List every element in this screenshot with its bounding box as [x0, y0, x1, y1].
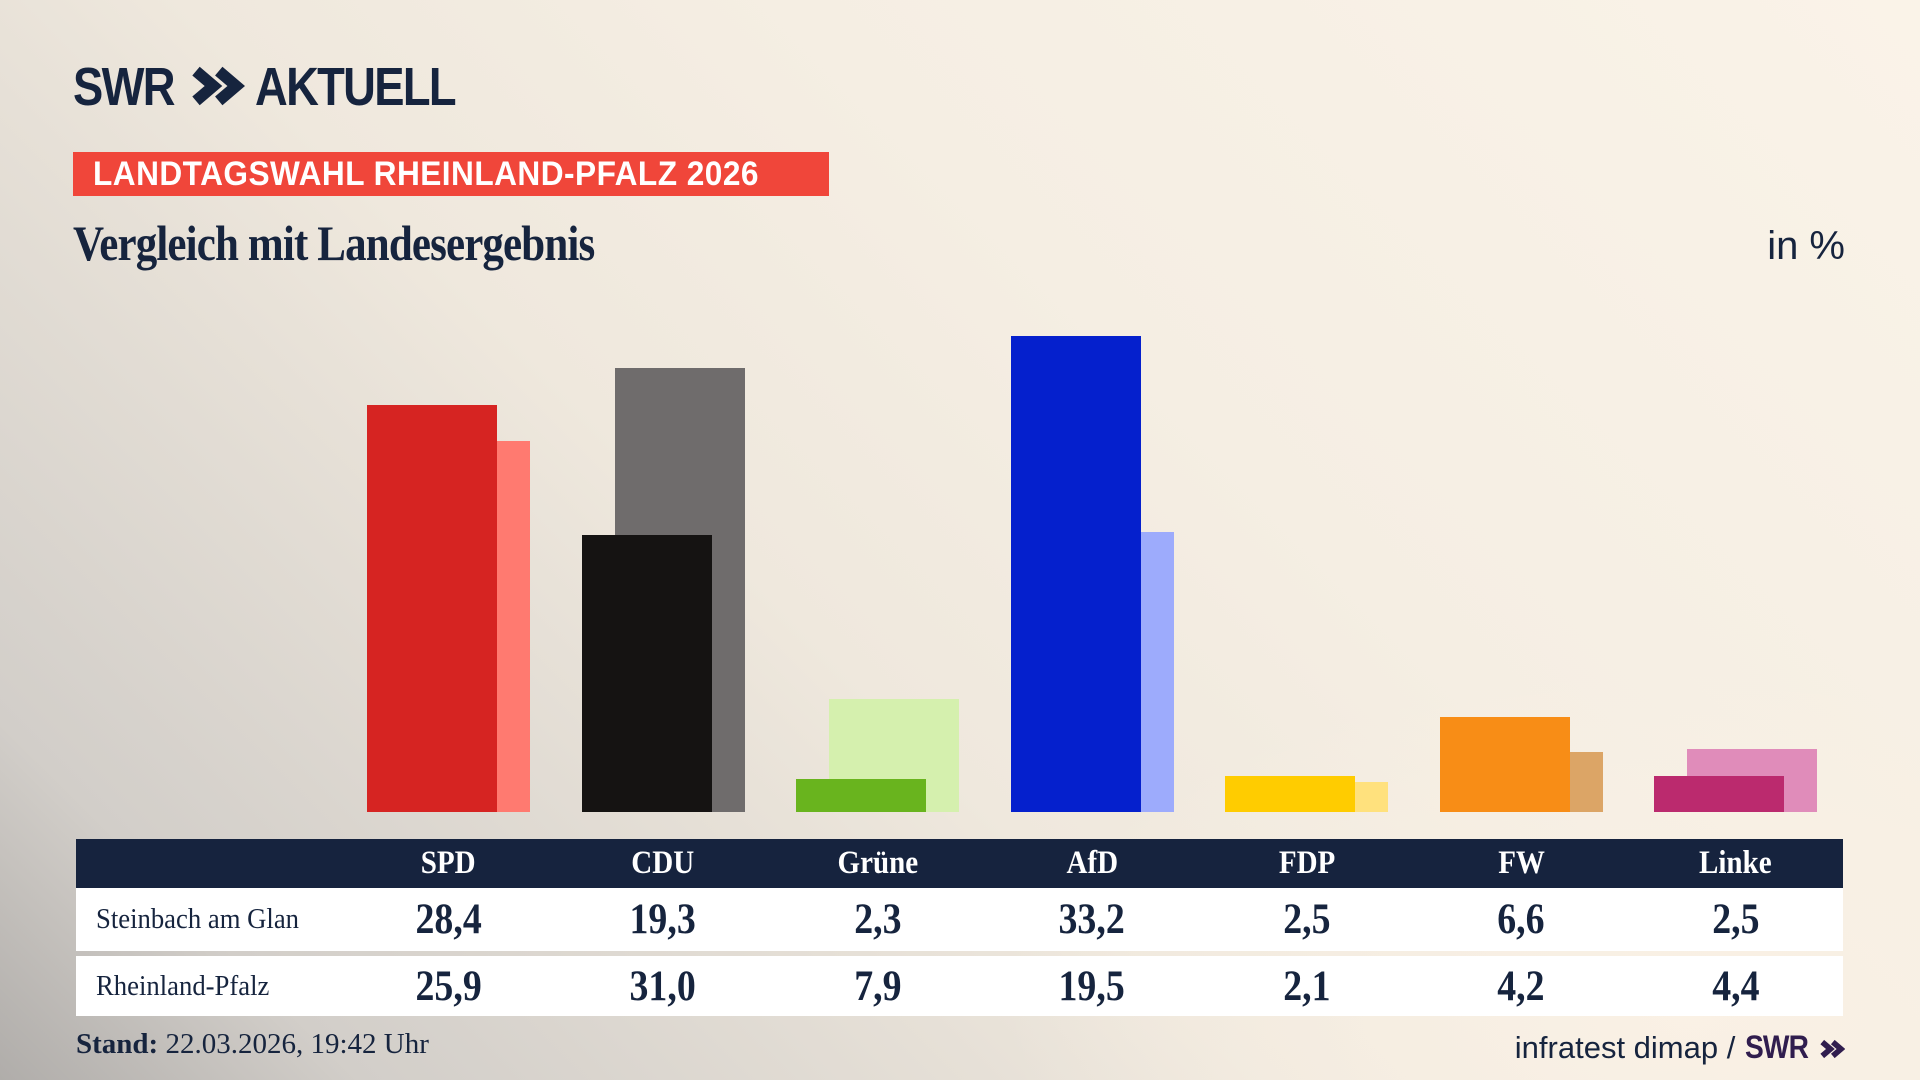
bar-steinbach-am-glan-cdu: [581, 535, 712, 812]
value-steinbach-am-glan-fdp: 2,5: [1199, 888, 1414, 951]
bar-steinbach-am-glan-fw: [1439, 717, 1570, 812]
election-banner: LANDTAGSWAHL RHEINLAND-PFALZ 2026: [73, 152, 830, 196]
table-header-label: CDU: [631, 845, 695, 881]
value-steinbach-am-glan-gruene: 2,3: [770, 888, 985, 951]
bar-steinbach-am-glan-linke: [1654, 776, 1785, 812]
chart-column-fw: [1414, 280, 1629, 812]
logo-aktuell-text: AKTUELL: [254, 57, 457, 117]
value-rheinland-pfalz-fdp: 2,1: [1199, 956, 1414, 1016]
timestamp-label: Stand:: [76, 1028, 159, 1060]
value-label: 4,4: [1712, 962, 1760, 1010]
table-header-cdu: CDU: [556, 839, 771, 888]
value-label: 7,9: [853, 962, 902, 1010]
chart-column-linke: [1628, 280, 1843, 812]
value-label: 31,0: [629, 962, 696, 1010]
value-steinbach-am-glan-cdu: 19,3: [556, 888, 771, 951]
value-label: 2,1: [1282, 962, 1331, 1010]
bar-steinbach-am-glan-afd: [1010, 335, 1141, 812]
value-steinbach-am-glan-linke: 2,5: [1628, 888, 1843, 951]
value-label: 2,5: [1282, 896, 1331, 943]
table-header-label: FDP: [1278, 845, 1335, 881]
value-steinbach-am-glan-afd: 33,2: [985, 888, 1200, 951]
logo-swr-text: SWR: [73, 57, 175, 117]
row-label-cell: Rheinland-Pfalz: [76, 956, 341, 1016]
value-steinbach-am-glan-fw: 6,6: [1414, 888, 1629, 951]
table-header-fw: FW: [1414, 839, 1629, 888]
table-header-fdp: FDP: [1199, 839, 1414, 888]
bar-steinbach-am-glan-spd: [367, 404, 497, 812]
chart-column-afd: [985, 280, 1200, 812]
value-label: 33,2: [1058, 896, 1126, 943]
table-header-label: FW: [1497, 845, 1545, 881]
timestamp-value: 22.03.2026, 19:42 Uhr: [165, 1028, 429, 1060]
unit-label: in %: [1767, 224, 1845, 268]
page-title: Vergleich mit Landesergebnis: [73, 215, 595, 271]
row-label-rheinland-pfalz: Rheinland-Pfalz: [96, 969, 270, 1002]
bar-steinbach-am-glan-gruene: [796, 779, 927, 812]
value-steinbach-am-glan-spd: 28,4: [341, 888, 556, 951]
source-swr-text: SWR: [1745, 1029, 1809, 1065]
value-label: 2,3: [853, 896, 902, 943]
table-header-label: AfD: [1066, 845, 1118, 881]
table-header-row: SPD CDU Grüne AfD FDP FW Linke: [76, 839, 1843, 888]
chart-column-gruene: [770, 280, 985, 812]
chart-column-spd: [341, 280, 556, 812]
table-header-afd: AfD: [985, 839, 1200, 888]
table-header-spacer: [76, 839, 341, 888]
table-header-gruene: Grüne: [770, 839, 985, 888]
table-row-rheinland-pfalz: Rheinland-Pfalz 25,9 31,0 7,9 19,5 2,1 4,2 4,4: [76, 956, 1843, 1016]
table-header-label: SPD: [420, 845, 476, 881]
swr-aktuell-logo: SWR AKTUELL: [73, 60, 493, 114]
table-header-label: Linke: [1699, 845, 1773, 881]
chart-column-cdu: [556, 280, 771, 812]
value-rheinland-pfalz-cdu: 31,0: [556, 956, 771, 1016]
value-rheinland-pfalz-afd: 19,5: [985, 956, 1200, 1016]
row-label-steinbach: Steinbach am Glan: [96, 903, 300, 935]
chart-columns: [341, 280, 1843, 812]
value-label: 19,3: [629, 896, 696, 943]
source-attribution: infratest dimap / SWR: [1514, 1028, 1846, 1067]
value-label: 4,2: [1497, 962, 1545, 1010]
value-label: 2,5: [1712, 896, 1760, 943]
source-swr-chevrons-icon: [1819, 1031, 1846, 1067]
bar-chart: [76, 280, 1843, 812]
value-label: 25,9: [415, 962, 482, 1010]
value-rheinland-pfalz-spd: 25,9: [341, 956, 556, 1016]
table-header-spd: SPD: [341, 839, 556, 888]
value-rheinland-pfalz-gruene: 7,9: [770, 956, 985, 1016]
chart-column-fdp: [1199, 280, 1414, 812]
row-label-cell: Steinbach am Glan: [76, 888, 341, 951]
election-banner-text: LANDTAGSWAHL RHEINLAND-PFALZ 2026: [93, 154, 759, 193]
table-header-linke: Linke: [1628, 839, 1843, 888]
source-text: infratest dimap /: [1514, 1029, 1736, 1065]
value-rheinland-pfalz-fw: 4,2: [1414, 956, 1629, 1016]
value-label: 28,4: [415, 896, 482, 943]
bar-steinbach-am-glan-fdp: [1225, 776, 1356, 812]
value-label: 19,5: [1058, 962, 1126, 1010]
table-header-label: Grüne: [837, 845, 918, 881]
swr-chevrons-icon: [189, 65, 246, 112]
table-row-steinbach-am-glan: Steinbach am Glan 28,4 19,3 2,3 33,2 2,5 6,6 2…: [76, 888, 1843, 951]
timestamp: Stand: 22.03.2026, 19:42 Uhr: [76, 1028, 429, 1061]
results-table: SPD CDU Grüne AfD FDP FW Linke Steinbach am Gl…: [76, 839, 1843, 1016]
value-rheinland-pfalz-linke: 4,4: [1628, 956, 1843, 1016]
value-label: 6,6: [1497, 896, 1545, 943]
